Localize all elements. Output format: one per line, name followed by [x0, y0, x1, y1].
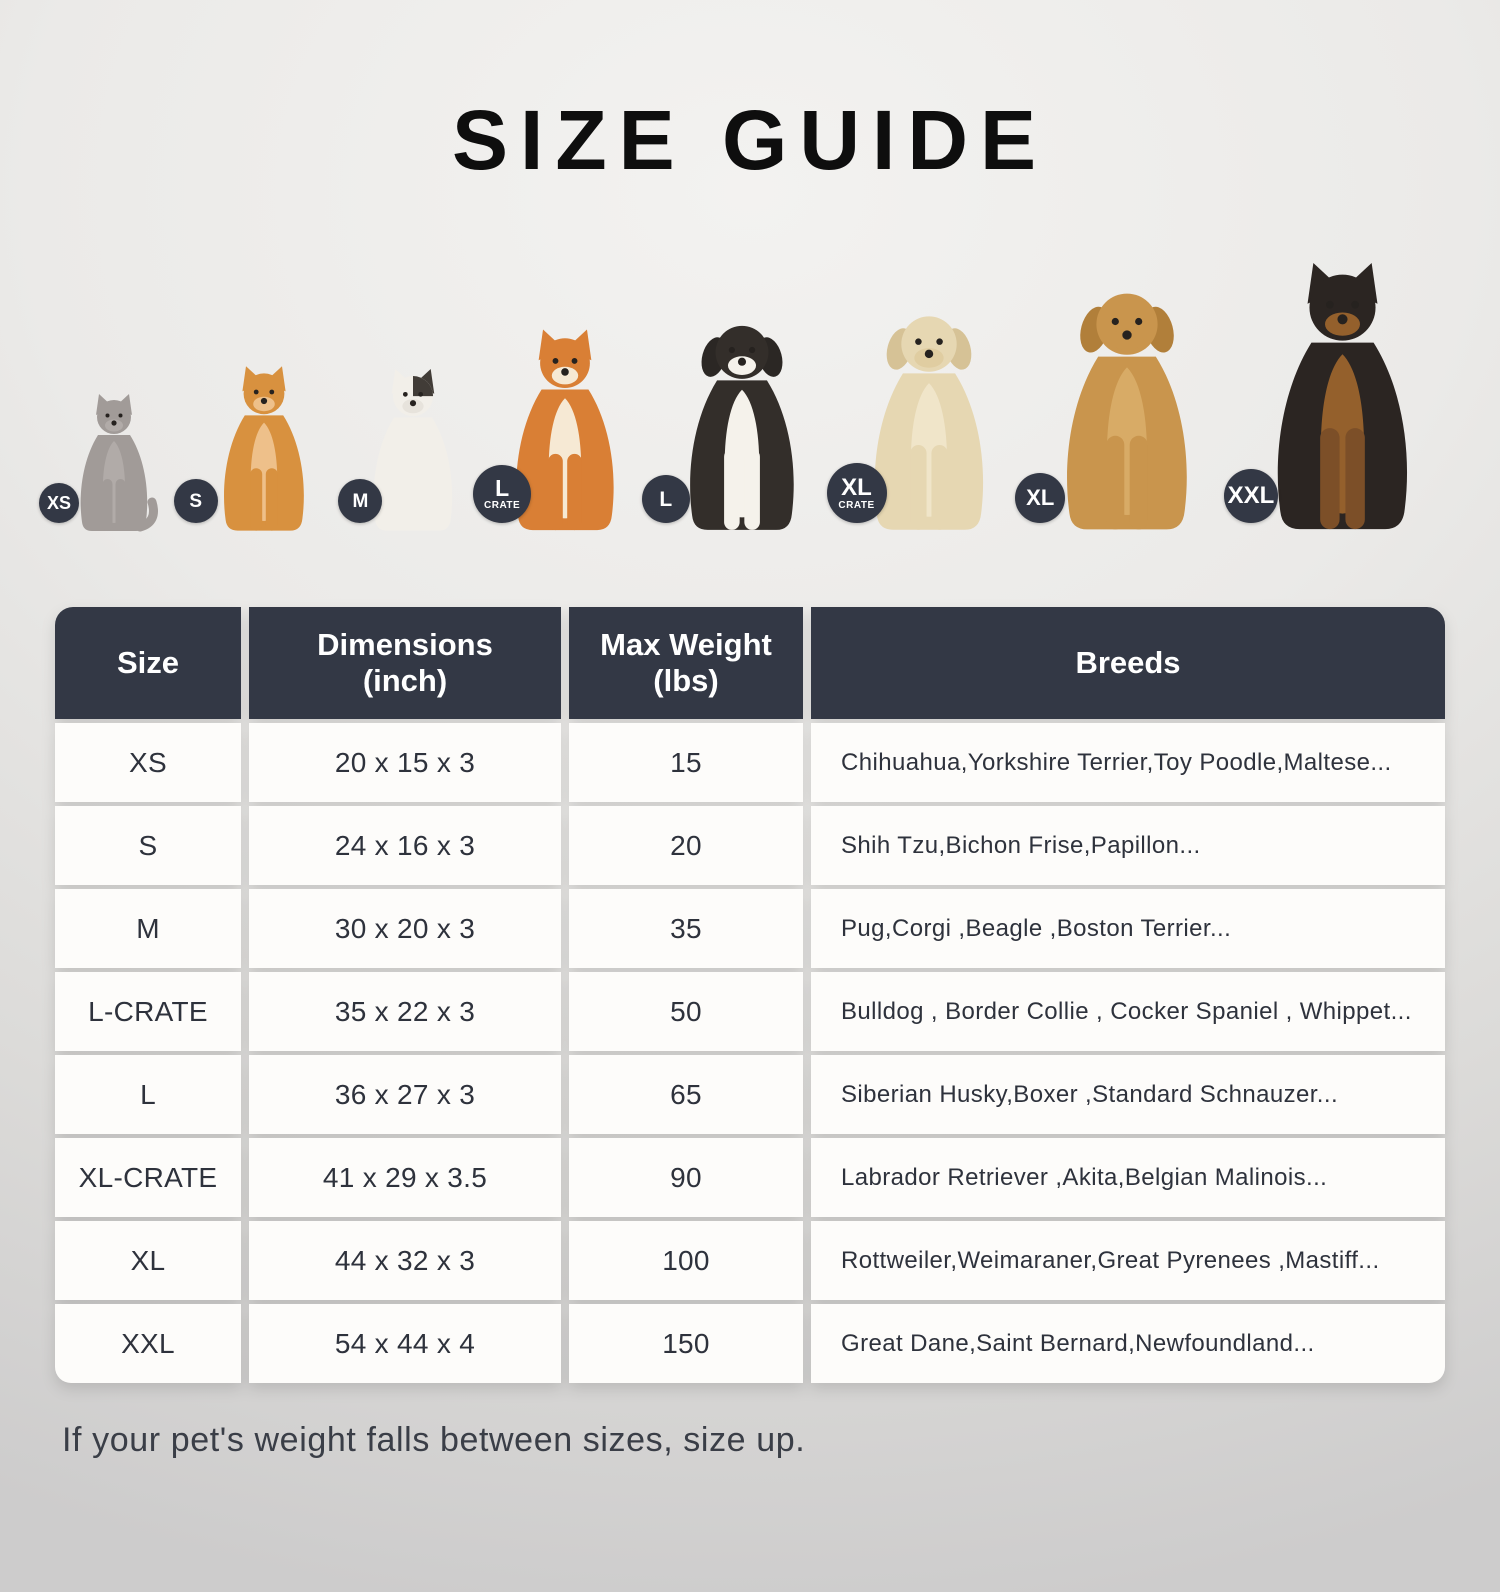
size-badge-s: S: [173, 479, 218, 523]
badge-label: XL: [841, 473, 872, 501]
header-size: Size: [55, 607, 241, 719]
weight-cell: 90: [569, 1138, 803, 1217]
labrador-retriever-image: [843, 305, 1015, 533]
breeds-cell: Bulldog , Border Collie , Cocker Spaniel…: [811, 972, 1445, 1051]
badge-label: XS: [46, 493, 71, 513]
breeds-cell: Shih Tzu,Bichon Frise,Papillon...: [811, 806, 1445, 885]
pomeranian-image: [190, 365, 338, 533]
doberman-image: [1240, 261, 1445, 533]
size-badge-l-crate: L CRATE: [473, 465, 532, 523]
header-breeds: Breeds: [811, 607, 1445, 719]
animal-slot-shiba-inu: L CRATE: [473, 328, 641, 533]
golden-retriever-image: [1031, 281, 1223, 533]
size-badge-l: L: [641, 475, 690, 523]
badge-label: XL: [1026, 485, 1055, 510]
weight-cell: 20: [569, 806, 803, 885]
dimensions-cell: 24 x 16 x 3: [249, 806, 561, 885]
dimensions-cell: 36 x 27 x 3: [249, 1055, 561, 1134]
animal-slot-golden-retriever: XL: [1015, 281, 1223, 533]
breeds-cell: Chihuahua,Yorkshire Terrier,Toy Poodle,M…: [811, 723, 1445, 802]
animal-slot-gray-cat: XS: [39, 393, 173, 533]
breeds-cell: Pug,Corgi ,Beagle ,Boston Terrier...: [811, 889, 1445, 968]
breeds-cell: Rottweiler,Weimaraner,Great Pyrenees ,Ma…: [811, 1221, 1445, 1300]
weight-cell: 15: [569, 723, 803, 802]
badge-label: L: [495, 475, 510, 501]
dimensions-cell: 54 x 44 x 4: [249, 1304, 561, 1383]
badge-label: M: [352, 490, 369, 512]
border-collie-image: [658, 315, 826, 533]
size-guide-title: SIZE GUIDE: [451, 93, 1049, 187]
size-cell: M: [55, 889, 241, 968]
badge-label: S: [189, 490, 203, 512]
size-badge-xs: XS: [39, 483, 79, 523]
animal-slot-pomeranian: S: [173, 365, 338, 533]
size-cell: XXL: [55, 1304, 241, 1383]
badge-label: XXL: [1227, 482, 1275, 509]
size-cell: XL-CRATE: [55, 1138, 241, 1217]
sizing-note: If your pet's weight falls between sizes…: [62, 1421, 806, 1459]
size-table-wrap: Size Dimensions (inch) Max Weight (lbs) …: [55, 607, 1445, 1383]
dimensions-cell: 20 x 15 x 3: [249, 723, 561, 802]
header-dimensions: Dimensions (inch): [249, 607, 561, 719]
weight-cell: 65: [569, 1055, 803, 1134]
breeds-cell: Labrador Retriever ,Akita,Belgian Malino…: [811, 1138, 1445, 1217]
size-badge-xl: XL: [1015, 473, 1066, 523]
size-badge-xl-crate: XL CRATE: [826, 463, 887, 523]
dimensions-cell: 30 x 20 x 3: [249, 889, 561, 968]
size-cell: XL: [55, 1221, 241, 1300]
gray-cat-image: [55, 393, 173, 533]
weight-cell: 150: [569, 1304, 803, 1383]
animal-slot-labrador-retriever: XL CRATE: [826, 305, 1015, 533]
weight-cell: 50: [569, 972, 803, 1051]
size-table: Size Dimensions (inch) Max Weight (lbs) …: [55, 607, 1445, 1383]
size-badge-m: M: [338, 479, 383, 523]
shiba-inu-image: [489, 328, 641, 533]
dimensions-cell: 35 x 22 x 3: [249, 972, 561, 1051]
animal-slot-doberman: XXL: [1223, 261, 1445, 533]
weight-cell: 100: [569, 1221, 803, 1300]
badge-label: L: [659, 487, 673, 511]
size-cell: L: [55, 1055, 241, 1134]
animal-slot-french-bulldog: M: [338, 355, 472, 533]
badge-sublabel: CRATE: [484, 500, 521, 511]
animal-slot-border-collie: L: [641, 315, 826, 533]
breeds-cell: Great Dane,Saint Bernard,Newfoundland...: [811, 1304, 1445, 1383]
size-badge-xxl: XXL: [1223, 469, 1278, 523]
weight-cell: 35: [569, 889, 803, 968]
pet-lineup: XS S M L CRATE L XL CRATE XL XXL: [39, 245, 1445, 533]
size-cell: L-CRATE: [55, 972, 241, 1051]
badge-sublabel: CRATE: [838, 499, 875, 511]
french-bulldog-image: [354, 355, 472, 533]
size-cell: S: [55, 806, 241, 885]
header-max-weight: Max Weight (lbs): [569, 607, 803, 719]
size-cell: XS: [55, 723, 241, 802]
dimensions-cell: 44 x 32 x 3: [249, 1221, 561, 1300]
dimensions-cell: 41 x 29 x 3.5: [249, 1138, 561, 1217]
breeds-cell: Siberian Husky,Boxer ,Standard Schnauzer…: [811, 1055, 1445, 1134]
